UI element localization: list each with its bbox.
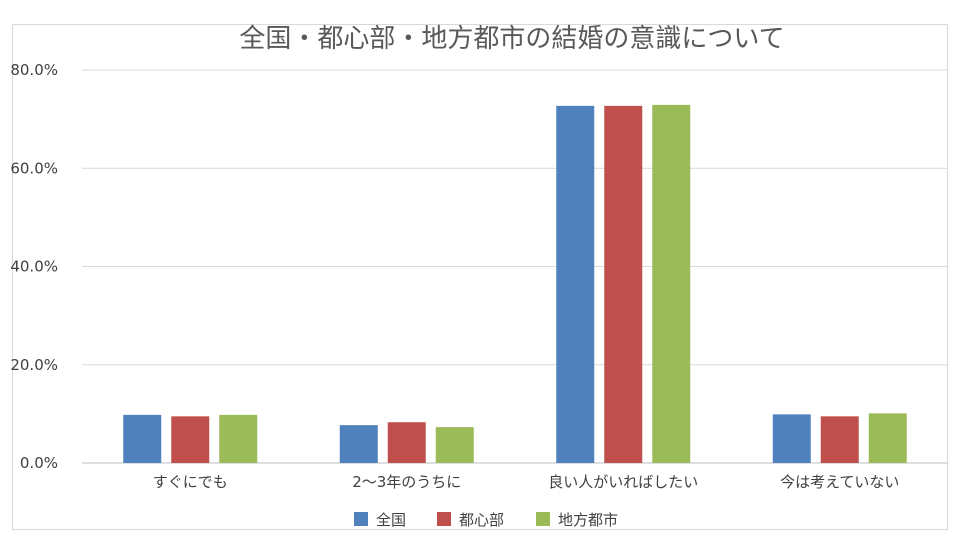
bar-3-1 xyxy=(556,105,595,463)
legend-label: 地方都市 xyxy=(558,511,618,529)
legend-label: 都心部 xyxy=(459,511,504,529)
x-category-label: すぐにでも xyxy=(153,473,228,491)
bar-2-1 xyxy=(339,425,378,463)
legend-swatch xyxy=(536,512,550,526)
y-axis-ticks: 0.0% 20.0% 40.0% 60.0% 80.0% xyxy=(10,61,58,472)
bars xyxy=(123,104,907,463)
y-tick-label: 80.0% xyxy=(10,61,58,79)
legend-swatch xyxy=(354,512,368,526)
y-tick-label: 20.0% xyxy=(10,356,58,374)
chart-frame xyxy=(12,24,948,530)
legend-label: 全国 xyxy=(376,511,406,529)
bar-4-2 xyxy=(820,416,859,463)
x-category-label: 今は考えていない xyxy=(780,473,899,491)
bar-4-3 xyxy=(868,413,907,463)
legend-swatch xyxy=(437,512,451,526)
gridlines xyxy=(82,69,948,464)
bar-1-1 xyxy=(123,414,162,463)
y-tick-label: 60.0% xyxy=(10,159,58,177)
x-axis-categories: すぐにでも 2〜3年のうちに 良い人がいればしたい 今は考えていない xyxy=(153,473,900,491)
x-category-label: 良い人がいればしたい xyxy=(548,473,698,491)
bar-4-1 xyxy=(772,414,811,463)
legend: 全国 都心部 地方都市 xyxy=(354,511,618,529)
bar-2-2 xyxy=(387,422,426,463)
bar-1-2 xyxy=(171,416,210,463)
bar-1-3 xyxy=(219,414,258,463)
y-tick-label: 0.0% xyxy=(20,454,58,472)
y-tick-label: 40.0% xyxy=(10,258,58,276)
chart-title: 全国・都心部・地方都市の結婚の意識について xyxy=(239,24,784,54)
bar-3-3 xyxy=(652,104,691,463)
x-category-label: 2〜3年のうちに xyxy=(352,473,461,491)
bar-2-3 xyxy=(435,427,474,463)
bar-3-2 xyxy=(604,105,643,463)
